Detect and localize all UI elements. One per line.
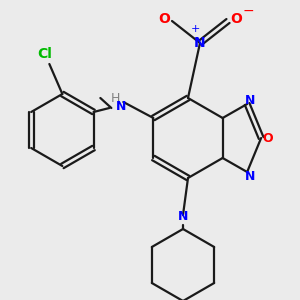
Text: N: N: [245, 169, 255, 182]
Text: N: N: [245, 94, 255, 106]
Text: H: H: [111, 92, 120, 104]
Text: O: O: [263, 131, 274, 145]
Text: Cl: Cl: [37, 47, 52, 61]
Text: −: −: [242, 4, 254, 18]
Text: O: O: [158, 12, 170, 26]
Text: N: N: [116, 100, 127, 112]
Text: +: +: [190, 24, 200, 34]
Text: O: O: [230, 12, 242, 26]
Text: N: N: [194, 36, 206, 50]
Text: N: N: [178, 211, 188, 224]
